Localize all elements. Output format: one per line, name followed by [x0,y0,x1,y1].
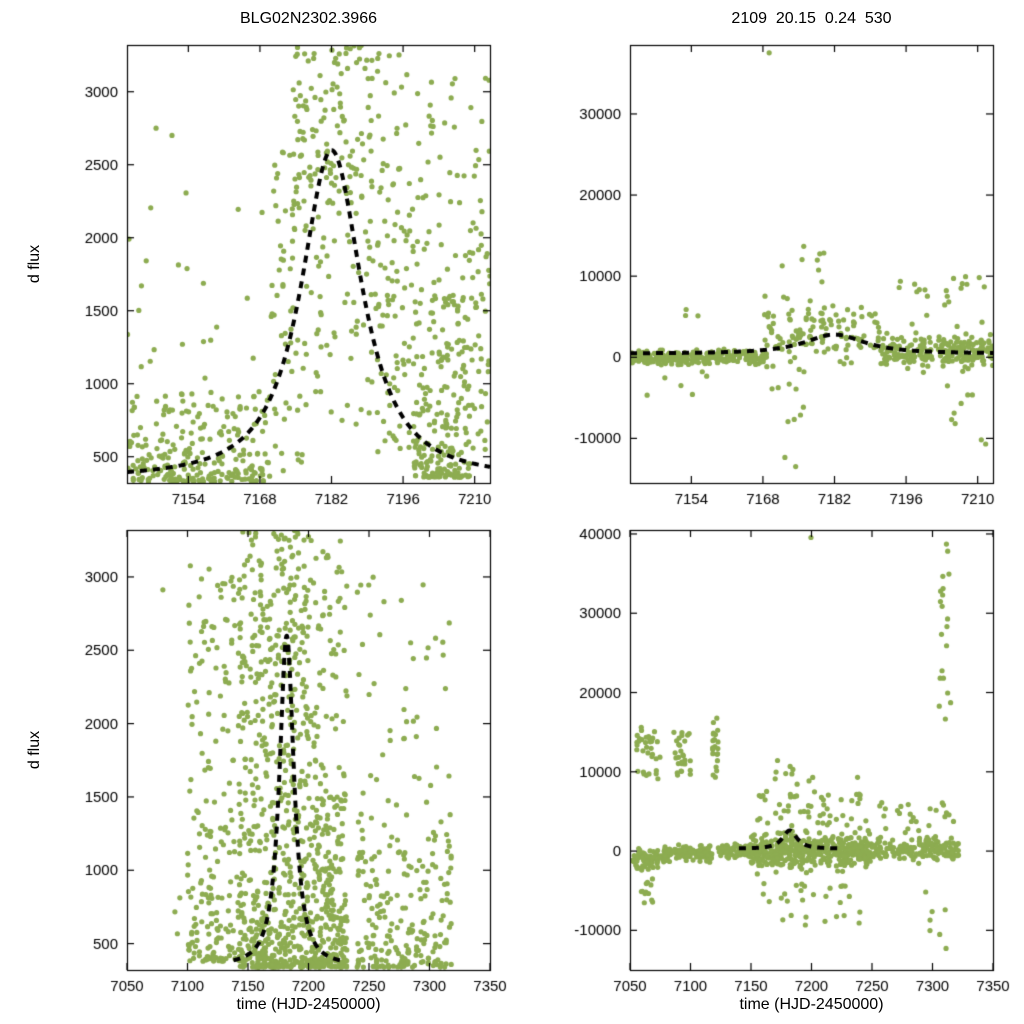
panel-bottom-left-plot-area [127,530,490,970]
x-axis-label-bottom-left: time (HJD-2450000) [236,996,381,1013]
y-axis-label-top-left: d flux [26,244,43,284]
y-axis-label-bottom-left: d flux [26,730,43,770]
panel-top-right-plot-area [630,45,993,483]
panel-top-left-plot-area [127,45,490,483]
panel-top-left-title: BLG02N2302.3966 [240,10,377,27]
x-axis-label-bottom-right: time (HJD-2450000) [739,996,884,1013]
panel-top-right-title: 2109 20.15 0.24 530 [731,10,892,27]
panel-bottom-right-plot-area [630,530,993,970]
